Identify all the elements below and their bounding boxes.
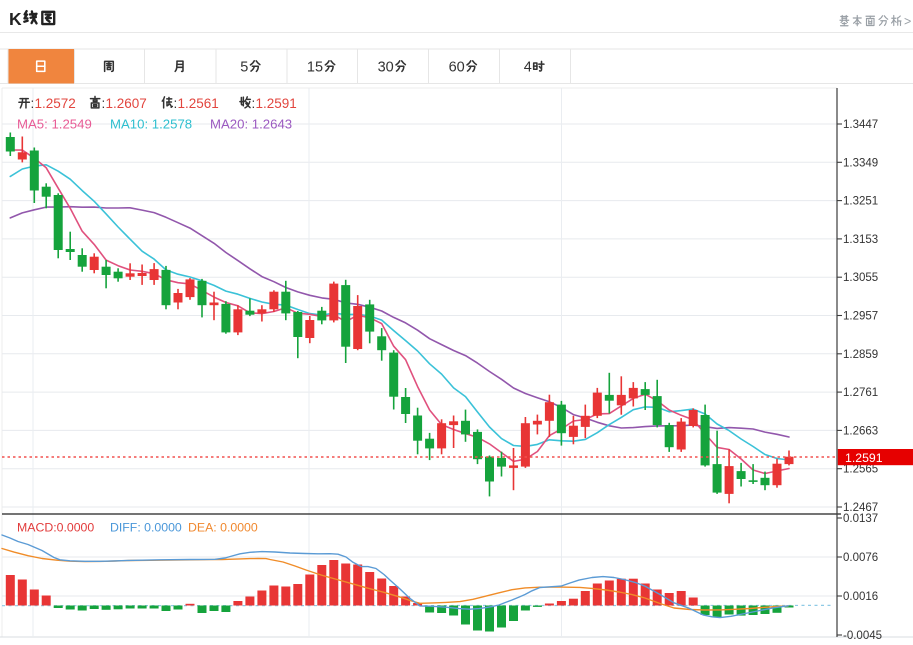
svg-text:1.2467: 1.2467 xyxy=(843,502,878,514)
svg-text:4: 4 xyxy=(524,60,532,76)
svg-text:15: 15 xyxy=(307,60,323,76)
svg-text:0.0076: 0.0076 xyxy=(843,552,878,564)
svg-text:1.2761: 1.2761 xyxy=(843,387,878,399)
svg-text:DEA: 0.0000: DEA: 0.0000 xyxy=(188,521,258,535)
svg-text:1.3349: 1.3349 xyxy=(843,157,878,169)
svg-text:0.0137: 0.0137 xyxy=(843,513,878,525)
svg-text:1.2565: 1.2565 xyxy=(843,464,878,476)
svg-text:1.2957: 1.2957 xyxy=(843,311,878,323)
svg-text:1.2859: 1.2859 xyxy=(843,349,878,361)
svg-text:MA10: 1.2578: MA10: 1.2578 xyxy=(110,117,192,132)
svg-text:1.3153: 1.3153 xyxy=(843,234,878,246)
svg-text:5: 5 xyxy=(240,60,248,76)
svg-text:1.2591: 1.2591 xyxy=(845,451,883,465)
svg-text:MACD:0.0000: MACD:0.0000 xyxy=(17,521,94,535)
svg-text:>: > xyxy=(904,15,911,29)
svg-text::: : xyxy=(252,96,256,111)
svg-text:1.2561: 1.2561 xyxy=(178,96,219,111)
svg-text:1.2607: 1.2607 xyxy=(106,96,147,111)
svg-text:1.3447: 1.3447 xyxy=(843,119,878,131)
svg-text::: : xyxy=(31,96,35,111)
svg-text::: : xyxy=(174,96,178,111)
svg-text::: : xyxy=(102,96,106,111)
svg-text:1.2663: 1.2663 xyxy=(843,425,878,437)
svg-text:1.2591: 1.2591 xyxy=(256,96,297,111)
svg-text:60: 60 xyxy=(449,60,465,76)
svg-text:MA20: 1.2643: MA20: 1.2643 xyxy=(210,117,292,132)
svg-text:K: K xyxy=(9,9,22,29)
svg-text:-0.0045: -0.0045 xyxy=(843,630,882,642)
svg-text:1.3055: 1.3055 xyxy=(843,272,878,284)
svg-text:0.0016: 0.0016 xyxy=(843,591,878,603)
svg-text:MA5: 1.2549: MA5: 1.2549 xyxy=(17,117,92,132)
svg-text:1.3251: 1.3251 xyxy=(843,196,878,208)
svg-text:1.2572: 1.2572 xyxy=(35,96,76,111)
svg-text:30: 30 xyxy=(378,60,394,76)
svg-text:DIFF: 0.0000: DIFF: 0.0000 xyxy=(110,521,182,535)
